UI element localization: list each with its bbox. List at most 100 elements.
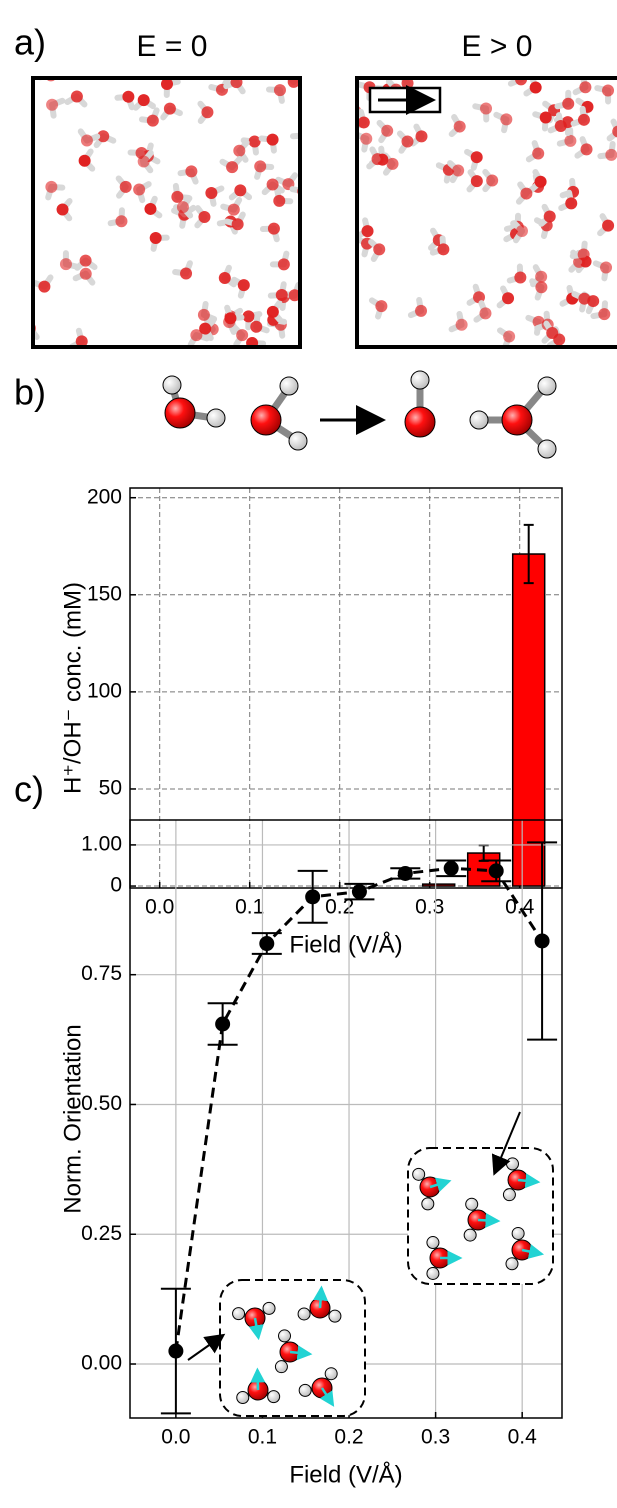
oxygen — [228, 204, 240, 216]
y-tick-label: 1.00 — [81, 832, 122, 855]
x-tick-label: 0.1 — [235, 896, 264, 919]
oxygen — [46, 99, 58, 111]
x-axis-label: Field (V/Å) — [289, 1460, 402, 1488]
oxygen — [234, 184, 246, 196]
oxygen — [267, 134, 279, 146]
hydrogen — [506, 1258, 518, 1270]
oxygen — [415, 305, 427, 317]
oxygen — [133, 184, 145, 196]
hydrogen — [503, 1189, 515, 1201]
oxygen — [232, 218, 244, 230]
y-axis-label: H⁺/OH⁻ conc. (mM) — [59, 582, 86, 794]
oxygen — [602, 220, 614, 232]
hydrogen — [279, 1330, 291, 1342]
point — [305, 889, 320, 904]
oxygen — [250, 321, 262, 333]
oxygen — [373, 243, 385, 255]
oxygen — [224, 312, 236, 324]
panel-label: b) — [14, 372, 46, 413]
dipole-arrow — [320, 1288, 321, 1308]
oxygen — [147, 115, 159, 127]
hydrogen — [427, 1267, 439, 1279]
panel-title: E = 0 — [137, 30, 208, 63]
oxygen — [274, 84, 286, 96]
oxygen — [581, 143, 593, 155]
point — [444, 861, 459, 876]
oxygen — [249, 136, 261, 148]
oxygen — [578, 249, 590, 261]
oxygen — [514, 271, 526, 283]
y-tick-label: 50 — [99, 777, 122, 800]
oxygen — [471, 151, 483, 163]
oxygen — [144, 203, 156, 215]
point — [168, 1344, 183, 1359]
hydrogen — [507, 1158, 519, 1170]
hydrogen — [512, 1227, 524, 1239]
oxygen — [532, 147, 544, 159]
x-tick-label: 0.3 — [421, 1426, 450, 1449]
point — [398, 866, 413, 881]
oxygen — [415, 130, 427, 142]
oxygen — [600, 261, 612, 273]
dipole-arrow — [257, 1370, 258, 1390]
oxygen — [471, 175, 483, 187]
point — [259, 936, 274, 951]
oxygen — [479, 307, 491, 319]
oxygen — [578, 293, 590, 305]
oxygen — [115, 215, 127, 227]
oxygen — [233, 145, 245, 157]
oxygen — [486, 175, 498, 187]
oxygen — [503, 331, 515, 343]
oxygen — [219, 272, 231, 284]
hydrogen — [422, 1198, 434, 1210]
oh-bond — [20, 328, 30, 333]
hydrogen — [325, 1368, 337, 1380]
oxygen — [267, 179, 279, 191]
y-tick-label: 100 — [87, 679, 122, 702]
oxygen — [520, 188, 532, 200]
oxygen — [456, 319, 468, 331]
oxygen — [45, 181, 57, 193]
x-tick-label: 0.3 — [415, 896, 444, 919]
oxygen — [201, 106, 213, 118]
x-tick-label: 0.2 — [334, 1426, 363, 1449]
oxygen — [454, 121, 466, 133]
oxygen — [273, 195, 285, 207]
x-tick-label: 0.1 — [248, 1426, 277, 1449]
oxygen — [164, 103, 176, 115]
oxygen — [180, 267, 192, 279]
hydrogen — [466, 1198, 478, 1210]
y-axis-label: Norm. Orientation — [59, 1024, 86, 1213]
hydrogen — [299, 1384, 311, 1396]
x-tick-label: 0.0 — [145, 896, 174, 919]
hydrogen — [427, 1237, 439, 1249]
oxygen — [185, 165, 197, 177]
oxygen — [278, 258, 290, 270]
point — [352, 884, 367, 899]
oxygen — [605, 149, 617, 161]
oxygen — [516, 225, 528, 237]
oxygen — [198, 309, 210, 321]
hydrogen — [298, 1308, 310, 1320]
oxygen — [437, 243, 449, 255]
dipole-arrow — [478, 1220, 498, 1221]
oxygen — [138, 155, 150, 167]
oxygen — [226, 161, 238, 173]
oxygen — [564, 135, 576, 147]
oxygen — [362, 225, 374, 237]
hydrogen — [275, 1361, 287, 1373]
annotation-arrow — [188, 1336, 222, 1360]
y-tick-label: 150 — [87, 582, 122, 605]
point — [489, 863, 504, 878]
oxygen — [500, 113, 512, 125]
oxygen — [198, 211, 210, 223]
oxygen — [372, 153, 384, 165]
oxygen — [190, 329, 202, 341]
oxygen — [236, 329, 248, 341]
oxygen — [177, 201, 189, 213]
oxygen — [565, 197, 577, 209]
oxygen — [360, 133, 372, 145]
oxygen — [122, 91, 134, 103]
